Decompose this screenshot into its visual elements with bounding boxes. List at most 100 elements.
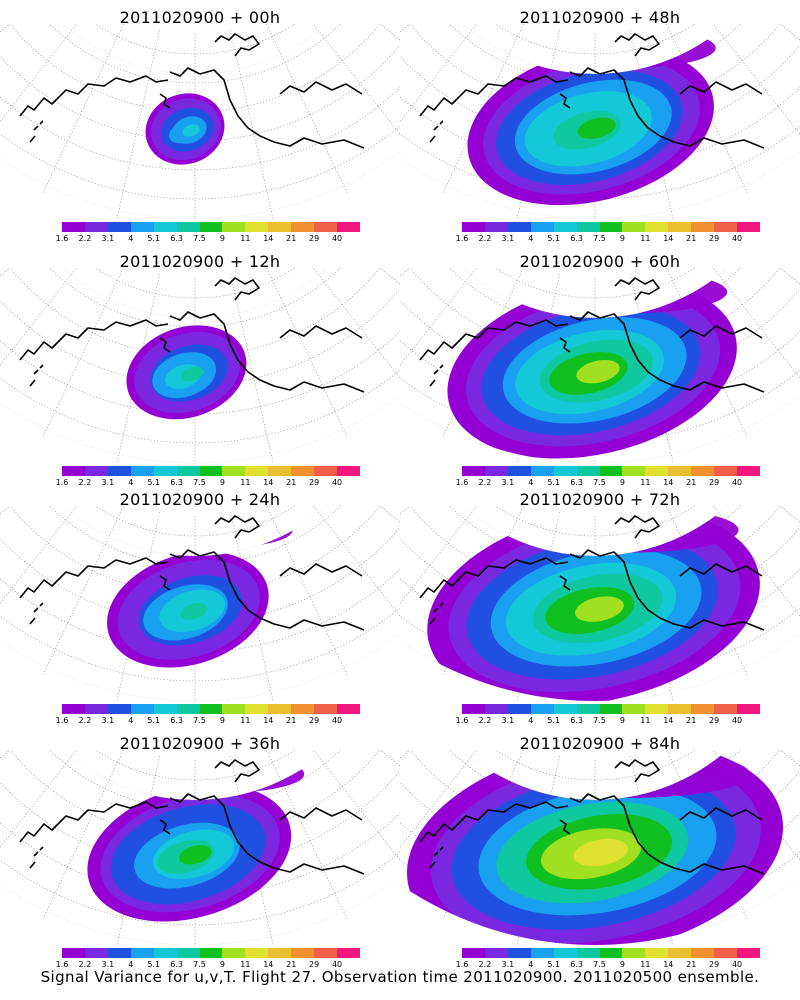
colorbar-swatch (622, 222, 646, 232)
colorbar-tick-label: 9 (219, 716, 225, 725)
colorbar-swatch (484, 222, 508, 232)
colorbar-labels: 1.6 2.2 3.1 4 5.1 6.3 7.5 9 11 14 21 29 40 (456, 478, 760, 488)
colorbar-tick-label: 21 (286, 960, 297, 969)
map-panel: 2011020900 + 12h 1.6 2.2 3.1 4 5.1 6.3 7.5 9 11 14… (0, 244, 400, 488)
colorbar-tick-label: 40 (331, 716, 343, 725)
colorbar-tick-label: 14 (663, 716, 674, 725)
panel-title: 2011020900 + 00h (119, 8, 281, 27)
variance-field (126, 276, 282, 420)
colorbar-tick-label: 5.1 (147, 716, 161, 725)
colorbar-tick-label: 21 (286, 716, 297, 725)
colorbar-tick-label: 7.5 (193, 716, 206, 725)
colorbar-swatch (507, 466, 531, 476)
colorbar-swatch (484, 704, 508, 714)
colorbar-swatch (245, 948, 269, 958)
colorbar-tick-label: 40 (331, 478, 343, 487)
colorbar-tick-label: 2.2 (478, 478, 492, 487)
colorbar-tick-label: 3.1 (101, 960, 115, 969)
colorbar-tick-label: 14 (263, 716, 274, 725)
map-panel: 2011020900 + 00h 1.6 2.2 3.1 4 5.1 6.3 7.5 9 11 14… (0, 0, 400, 243)
panel-title: 2011020900 + 36h (119, 734, 281, 753)
colorbar-tick-label: 9 (619, 478, 625, 487)
colorbar-swatch (737, 948, 760, 958)
colorbar-tick-label: 4 (128, 478, 134, 487)
colorbar-tick-label: 9 (619, 716, 625, 725)
colorbar-swatch (314, 704, 338, 714)
coastline (19, 33, 365, 149)
colorbar-swatch (268, 704, 292, 714)
panel-title: 2011020900 + 48h (519, 8, 681, 27)
colorbar-tick-label: 5.1 (147, 234, 161, 243)
polar-map (0, 506, 400, 702)
colorbar-tick-label: 6.3 (170, 234, 183, 243)
colorbar-tick-label: 1.6 (455, 716, 469, 725)
colorbar-tick-label: 11 (640, 960, 651, 969)
colorbar-tick-label: 11 (240, 478, 251, 487)
colorbar-tick-label: 7.5 (193, 234, 206, 243)
colorbar-labels: 1.6 2.2 3.1 4 5.1 6.3 7.5 9 11 14 21 29 40 (456, 234, 760, 244)
colorbar-tick-label: 29 (309, 960, 320, 969)
colorbar-tick-label: 21 (686, 234, 697, 243)
colorbar-swatch (107, 466, 131, 476)
colorbar-tick-label: 6.3 (570, 234, 583, 243)
colorbar-tick-label: 7.5 (593, 716, 606, 725)
colorbar-swatch (199, 466, 223, 476)
colorbar-tick-label: 14 (263, 478, 274, 487)
coastline (19, 515, 365, 631)
colorbar-tick-label: 29 (709, 960, 720, 969)
colorbar-swatch (576, 466, 600, 476)
colorbar-tick-label: 29 (309, 478, 320, 487)
colorbar-tick-label: 9 (219, 478, 225, 487)
coastline (19, 277, 365, 393)
colorbar-swatch (84, 222, 108, 232)
graticule (0, 24, 400, 220)
colorbar-swatch (737, 466, 760, 476)
colorbar-swatch (691, 466, 715, 476)
colorbar-swatch (291, 222, 315, 232)
figure-caption: Signal Variance for u,v,T. Flight 27. Ob… (40, 968, 760, 986)
colorbar-tick-label: 1.6 (455, 478, 469, 487)
colorbar-swatch (153, 704, 177, 714)
colorbar-swatch (462, 466, 485, 476)
colorbar (462, 948, 760, 958)
colorbar-swatch (530, 948, 554, 958)
panel-title: 2011020900 + 24h (119, 490, 281, 509)
coastline (419, 277, 765, 393)
colorbar-swatch (62, 222, 85, 232)
colorbar-tick-label: 3.1 (101, 234, 115, 243)
colorbar-swatch (622, 466, 646, 476)
colorbar-tick-label: 21 (686, 478, 697, 487)
colorbar-tick-label: 11 (240, 960, 251, 969)
polar-map (0, 750, 400, 946)
colorbar-tick-label: 3.1 (101, 716, 115, 725)
colorbar-swatch (130, 222, 154, 232)
variance-field (145, 34, 270, 165)
colorbar (462, 704, 760, 714)
colorbar-swatch (337, 948, 360, 958)
map-panel: 2011020900 + 60h 1.6 2.2 3.1 4 5.1 6.3 7.5 9 11 14… (400, 244, 800, 488)
colorbar-tick-label: 21 (286, 234, 297, 243)
colorbar-swatch (507, 948, 531, 958)
map-panel: 2011020900 + 48h 1.6 2.2 3.1 4 5.1 6.3 7.5 9 11 14… (400, 0, 800, 244)
colorbar-swatch (107, 948, 131, 958)
colorbar-tick-label: 5.1 (547, 716, 561, 725)
colorbar-tick-label: 2.2 (478, 716, 492, 725)
colorbar-labels: 1.6 2.2 3.1 4 5.1 6.3 7.5 9 11 14 21 29 40 (56, 478, 360, 488)
colorbar-tick-label: 9 (219, 234, 225, 243)
panel-title: 2011020900 + 84h (519, 734, 681, 753)
colorbar-tick-label: 5.1 (547, 478, 561, 487)
colorbar-swatch (553, 704, 577, 714)
colorbar-tick-label: 3.1 (501, 716, 515, 725)
colorbar-swatch (668, 704, 692, 714)
colorbar-tick-label: 14 (263, 234, 274, 243)
colorbar-tick-label: 3.1 (101, 478, 115, 487)
colorbar-tick-label: 4 (128, 234, 134, 243)
colorbar-tick-label: 21 (686, 960, 697, 969)
colorbar-tick-label: 7.5 (593, 478, 606, 487)
colorbar-swatch (130, 948, 154, 958)
colorbar-swatch (737, 222, 760, 232)
colorbar-tick-label: 9 (619, 234, 625, 243)
colorbar-swatch (599, 222, 623, 232)
colorbar-tick-label: 29 (309, 716, 320, 725)
colorbar-labels: 1.6 2.2 3.1 4 5.1 6.3 7.5 9 11 14 21 29 40 (56, 960, 360, 970)
